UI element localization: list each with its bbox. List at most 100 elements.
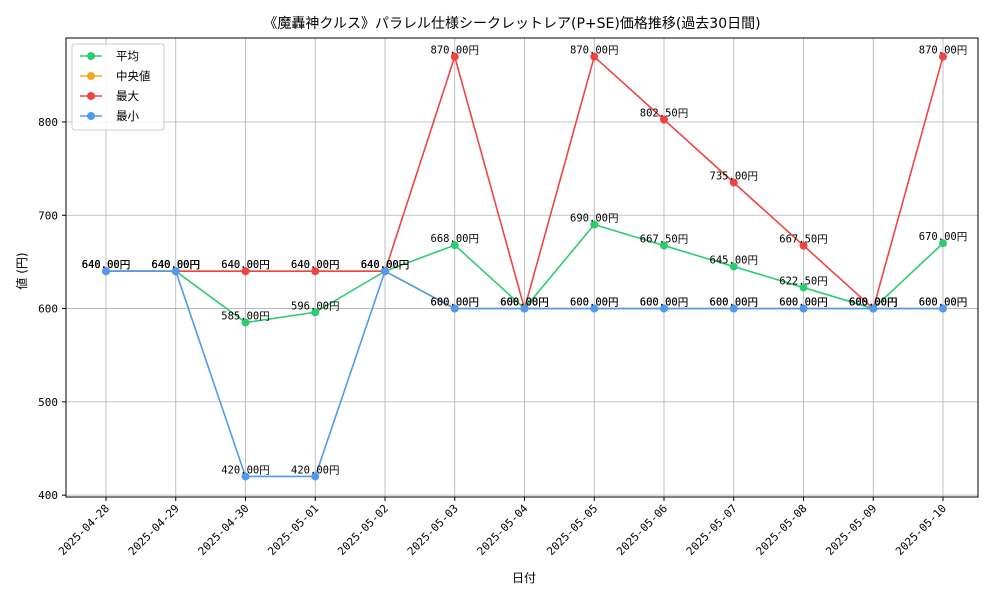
y-tick-label: 500: [38, 396, 58, 409]
data-point: [939, 52, 947, 61]
data-label: 640.00円: [152, 259, 200, 271]
data-label: 640.00円: [152, 259, 200, 271]
data-point: [729, 304, 738, 313]
data-point: [241, 267, 250, 276]
data-label: 600.00円: [919, 297, 967, 309]
legend-entry-label: 最大: [116, 89, 139, 103]
data-point: [171, 267, 180, 276]
legend-swatch-marker: [87, 72, 95, 80]
data-label: 600.00円: [710, 297, 758, 309]
data-label: 622.50円: [779, 276, 827, 288]
data-label: 640.00円: [291, 259, 339, 271]
y-tick-label: 800: [38, 116, 58, 129]
data-label: 640.00円: [82, 259, 130, 271]
data-label: 640.00円: [361, 259, 409, 271]
data-point: [450, 52, 459, 61]
legend-entry-label: 平均: [116, 49, 139, 63]
data-point: [939, 304, 947, 313]
data-label: 420.00円: [291, 464, 339, 476]
data-label: 640.00円: [152, 259, 200, 271]
data-label: 870.00円: [431, 45, 479, 57]
data-point: [799, 241, 808, 250]
data-point: [311, 472, 320, 481]
legend-swatch-marker: [87, 52, 95, 60]
data-label: 600.00円: [640, 297, 688, 309]
data-label: 668.00円: [431, 233, 479, 245]
data-label: 640.00円: [82, 259, 130, 271]
data-point: [939, 239, 947, 248]
data-label: 640.00円: [361, 259, 409, 271]
data-label: 640.00円: [221, 259, 269, 271]
data-label: 600.00円: [570, 297, 618, 309]
data-label: 640.00円: [82, 259, 130, 271]
data-label: 802.50円: [640, 108, 688, 120]
data-label: 640.00円: [221, 259, 269, 271]
data-label: 600.00円: [779, 297, 827, 309]
data-label: 600.00円: [500, 297, 548, 309]
data-label: 667.50円: [779, 234, 827, 246]
data-label: 640.00円: [361, 259, 409, 271]
x-axis-label: 日付: [512, 571, 536, 585]
y-tick-label: 400: [38, 489, 58, 502]
legend-entry-label: 中央値: [116, 69, 151, 83]
data-label: 600.00円: [779, 297, 827, 309]
data-label: 640.00円: [152, 259, 200, 271]
data-label: 420.00円: [221, 464, 269, 476]
data-label: 690.00円: [570, 213, 618, 225]
data-label: 600.00円: [500, 297, 548, 309]
plot-frame: [65, 37, 979, 498]
data-label: 640.00円: [361, 259, 409, 271]
data-labels: 640.00円 640.00円 585.00円 596.00円 640.00円 668.0…: [82, 45, 967, 477]
data-label: 600.00円: [919, 297, 967, 309]
data-label: 600.00円: [431, 297, 479, 309]
legend-entry-label: 最小: [116, 109, 139, 123]
data-point: [590, 220, 599, 229]
data-label: 640.00円: [82, 259, 130, 271]
data-label: 870.00円: [919, 45, 967, 57]
data-point: [799, 304, 808, 313]
legend-swatch-marker: [87, 92, 95, 100]
data-label: 600.00円: [640, 297, 688, 309]
data-label: 600.00円: [849, 297, 897, 309]
data-label: 670.00円: [919, 231, 967, 243]
data-label: 600.00円: [849, 297, 897, 309]
chart-title: 《魔轟神クルス》パラレル仕様シークレットレア(P+SE)価格推移(過去30日間): [263, 15, 760, 32]
data-point: [450, 304, 459, 313]
data-label: 600.00円: [849, 297, 897, 309]
data-point: [660, 241, 668, 250]
data-point: [869, 304, 878, 313]
legend-box: [71, 43, 165, 131]
data-label: 645.00円: [710, 255, 758, 267]
data-label: 600.00円: [431, 297, 479, 309]
data-label: 667.50円: [640, 234, 688, 246]
data-label: 735.00円: [710, 171, 758, 183]
legend-swatch-marker: [87, 112, 95, 120]
data-point: [450, 241, 459, 250]
data-point: [590, 304, 599, 313]
data-point: [590, 52, 599, 61]
data-point: [729, 262, 738, 271]
data-label: 600.00円: [500, 297, 548, 309]
data-point: [520, 304, 529, 313]
data-label: 596.00円: [291, 300, 339, 312]
data-point: [241, 318, 250, 327]
data-point: [799, 283, 808, 292]
data-point: [311, 308, 320, 317]
data-point: [241, 472, 250, 481]
data-label: 870.00円: [570, 45, 618, 57]
data-point: [381, 267, 389, 276]
y-axis-label: 値 (円): [14, 252, 29, 289]
series-lines: [102, 52, 947, 481]
data-label: 640.00円: [291, 259, 339, 271]
data-point: [729, 178, 738, 187]
data-label: 600.00円: [500, 297, 548, 309]
data-point: [660, 304, 668, 313]
data-point: [311, 267, 320, 276]
y-tick-label: 700: [38, 209, 58, 222]
data-label: 600.00円: [849, 297, 897, 309]
data-label: 600.00円: [570, 297, 618, 309]
data-point: [660, 115, 668, 124]
